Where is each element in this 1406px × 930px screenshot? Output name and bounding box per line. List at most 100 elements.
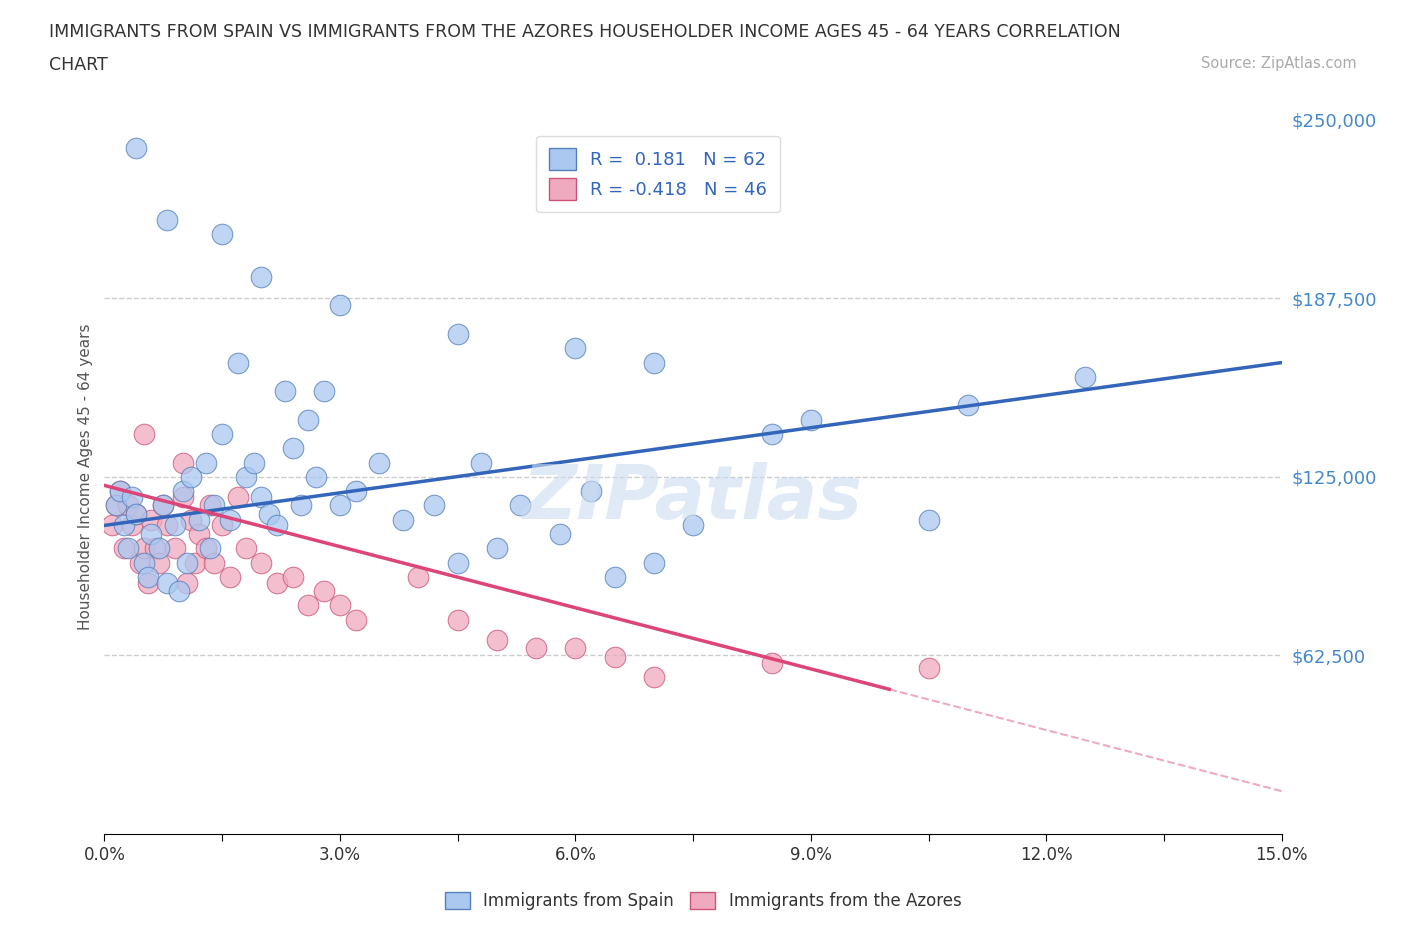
Point: [344, 484, 367, 498]
Point: [121, 518, 143, 533]
Point: [156, 212, 179, 227]
Point: [202, 555, 225, 570]
Point: [132, 555, 155, 570]
Point: [200, 498, 222, 512]
Point: [136, 575, 159, 590]
Point: [128, 555, 150, 570]
Point: [800, 412, 823, 427]
Point: [257, 507, 280, 522]
Point: [145, 541, 167, 556]
Point: [105, 498, 128, 512]
Point: [548, 526, 571, 541]
Point: [297, 598, 319, 613]
Point: [314, 384, 336, 399]
Point: [152, 498, 174, 512]
Point: [564, 641, 586, 656]
Point: [125, 507, 148, 522]
Text: Source: ZipAtlas.com: Source: ZipAtlas.com: [1201, 56, 1357, 71]
Point: [643, 670, 665, 684]
Point: [172, 484, 194, 498]
Legend: Immigrants from Spain, Immigrants from the Azores: Immigrants from Spain, Immigrants from t…: [437, 885, 969, 917]
Point: [266, 575, 288, 590]
Point: [281, 441, 304, 456]
Point: [180, 470, 202, 485]
Point: [446, 326, 468, 341]
Point: [211, 518, 233, 533]
Point: [368, 455, 391, 470]
Point: [219, 512, 242, 527]
Point: [297, 412, 319, 427]
Point: [172, 455, 194, 470]
Point: [141, 526, 163, 541]
Point: [132, 541, 155, 556]
Point: [183, 555, 205, 570]
Point: [141, 512, 163, 527]
Point: [226, 489, 249, 504]
Point: [274, 384, 297, 399]
Point: [682, 518, 704, 533]
Point: [148, 555, 170, 570]
Point: [108, 484, 131, 498]
Point: [211, 427, 233, 442]
Point: [250, 555, 273, 570]
Point: [1074, 369, 1097, 384]
Point: [761, 655, 783, 670]
Point: [117, 541, 139, 556]
Point: [211, 227, 233, 242]
Point: [603, 569, 626, 584]
Point: [200, 541, 222, 556]
Y-axis label: Householder Income Ages 45 - 64 years: Householder Income Ages 45 - 64 years: [79, 324, 93, 631]
Point: [579, 484, 602, 498]
Point: [108, 484, 131, 498]
Point: [917, 661, 939, 676]
Point: [329, 598, 352, 613]
Point: [917, 512, 939, 527]
Point: [176, 575, 198, 590]
Point: [485, 541, 508, 556]
Point: [117, 498, 139, 512]
Point: [509, 498, 531, 512]
Point: [152, 498, 174, 512]
Point: [391, 512, 413, 527]
Point: [176, 555, 198, 570]
Point: [329, 298, 352, 312]
Point: [643, 355, 665, 370]
Point: [219, 569, 242, 584]
Point: [105, 498, 128, 512]
Point: [446, 555, 468, 570]
Text: CHART: CHART: [49, 56, 108, 73]
Point: [125, 507, 148, 522]
Text: IMMIGRANTS FROM SPAIN VS IMMIGRANTS FROM THE AZORES HOUSEHOLDER INCOME AGES 45 -: IMMIGRANTS FROM SPAIN VS IMMIGRANTS FROM…: [49, 23, 1121, 41]
Point: [195, 541, 218, 556]
Point: [180, 512, 202, 527]
Point: [314, 584, 336, 599]
Point: [344, 612, 367, 627]
Point: [125, 140, 148, 155]
Point: [235, 541, 257, 556]
Point: [643, 555, 665, 570]
Point: [564, 340, 586, 355]
Point: [156, 575, 179, 590]
Point: [187, 512, 209, 527]
Point: [446, 612, 468, 627]
Point: [112, 541, 135, 556]
Point: [132, 427, 155, 442]
Point: [156, 518, 179, 533]
Point: [148, 541, 170, 556]
Point: [266, 518, 288, 533]
Point: [101, 518, 124, 533]
Point: [112, 518, 135, 533]
Point: [163, 541, 186, 556]
Point: [136, 569, 159, 584]
Point: [329, 498, 352, 512]
Point: [305, 470, 328, 485]
Point: [281, 569, 304, 584]
Point: [761, 427, 783, 442]
Point: [163, 518, 186, 533]
Point: [121, 489, 143, 504]
Point: [195, 455, 218, 470]
Point: [187, 526, 209, 541]
Point: [485, 632, 508, 647]
Point: [172, 489, 194, 504]
Point: [250, 270, 273, 285]
